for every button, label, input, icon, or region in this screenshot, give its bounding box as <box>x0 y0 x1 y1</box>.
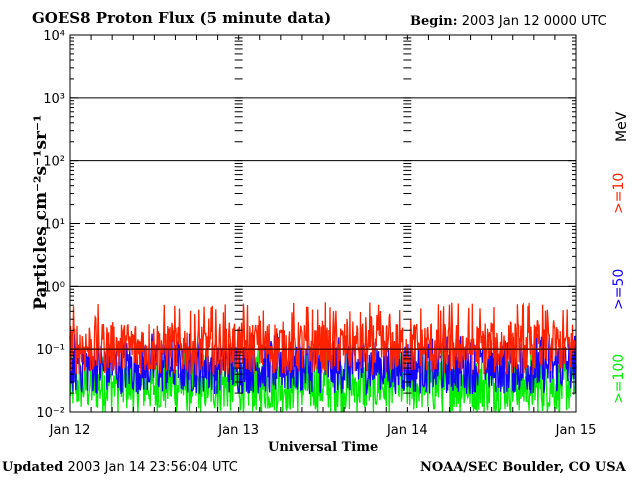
y-tick-label: 10⁻¹ <box>36 343 65 358</box>
y-tick-label: 10⁻² <box>36 406 65 421</box>
unit-label-mev: MeV <box>614 111 630 142</box>
x-tick-label: Jan 14 <box>386 423 428 438</box>
y-axis-label: Particles cm⁻²s⁻¹sr⁻¹ <box>31 114 51 310</box>
begin-label: Begin: <box>410 14 458 29</box>
credit-line: NOAA/SEC Boulder, CO USA <box>420 460 626 475</box>
y-tick-label: 10² <box>43 155 65 170</box>
grid-layer <box>70 97 576 350</box>
series-line-10 <box>69 302 577 376</box>
chart-title: GOES8 Proton Flux (5 minute data) <box>32 9 332 27</box>
y-tick-label: 10⁴ <box>43 29 65 44</box>
updated-value: 2003 Jan 14 23:56:04 UTC <box>67 460 238 475</box>
updated-label: Updated <box>2 460 64 475</box>
tick-layer: 10⁻² 10⁻¹ 10⁰ 10¹ 10² 10³ 10⁴ Jan 12 Jan 13 Jan 1… <box>36 29 596 438</box>
x-tick-label: Jan 12 <box>49 423 91 438</box>
series-layer <box>69 302 577 413</box>
legend-ge10: >=10 <box>611 172 627 214</box>
x-tick-label: Jan 13 <box>217 423 259 438</box>
y-tick-label: 10¹ <box>43 218 65 233</box>
y-tick-label: 10⁰ <box>43 280 65 295</box>
y-tick-label: 10³ <box>43 92 65 107</box>
x-tick-label: Jan 15 <box>555 423 597 438</box>
legend-ge50: >=50 <box>611 268 627 310</box>
updated-timestamp: Updated 2003 Jan 14 23:56:04 UTC <box>2 460 238 475</box>
begin-timestamp: Begin: 2003 Jan 12 0000 UTC <box>410 14 607 29</box>
legend-ge100: >=100 <box>611 353 627 404</box>
begin-value: 2003 Jan 12 0000 UTC <box>461 14 607 29</box>
x-axis-label: Universal Time <box>268 440 379 455</box>
